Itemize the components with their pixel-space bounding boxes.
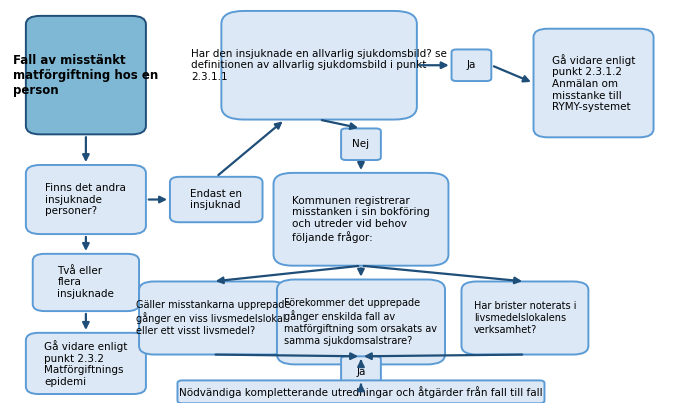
FancyBboxPatch shape xyxy=(26,16,146,134)
Text: Endast en
insjuknad: Endast en insjuknad xyxy=(190,189,242,210)
Text: Nej: Nej xyxy=(352,139,370,149)
FancyBboxPatch shape xyxy=(452,50,491,81)
FancyBboxPatch shape xyxy=(33,254,139,311)
FancyBboxPatch shape xyxy=(274,173,449,266)
Text: Har brister noterats i
livsmedelslokalens
verksamhet?: Har brister noterats i livsmedelslokalen… xyxy=(474,301,576,334)
FancyBboxPatch shape xyxy=(26,333,146,394)
Text: Ja: Ja xyxy=(356,367,365,377)
Text: Förekommer det upprepade
gånger enskilda fall av
matförgiftning som orsakats av
: Förekommer det upprepade gånger enskilda… xyxy=(284,298,438,345)
Text: Fall av misstänkt
matförgiftning hos en
person: Fall av misstänkt matförgiftning hos en … xyxy=(13,54,158,97)
FancyBboxPatch shape xyxy=(26,165,146,234)
Text: Nödvändiga kompletterande utredningar och åtgärder från fall till fall: Nödvändiga kompletterande utredningar oc… xyxy=(179,386,542,398)
Text: Har den insjuknade en allvarlig sjukdomsbild? se
definitionen av allvarlig sjukd: Har den insjuknade en allvarlig sjukdoms… xyxy=(191,49,447,82)
FancyBboxPatch shape xyxy=(461,281,589,355)
FancyBboxPatch shape xyxy=(341,129,381,160)
Text: Gå vidare enligt
punkt 2.3.2
Matförgiftnings
epidemi: Gå vidare enligt punkt 2.3.2 Matförgiftn… xyxy=(44,340,127,387)
FancyBboxPatch shape xyxy=(221,11,417,120)
FancyBboxPatch shape xyxy=(533,29,654,137)
Text: Gå vidare enligt
punkt 2.3.1.2
Anmälan om
misstanke till
RYMY-systemet: Gå vidare enligt punkt 2.3.1.2 Anmälan o… xyxy=(552,54,635,112)
FancyBboxPatch shape xyxy=(341,356,381,388)
Text: Ja: Ja xyxy=(467,60,476,70)
Text: Gäller misstankarna upprepade
gånger en viss livsmedelslokal
eller ett visst liv: Gäller misstankarna upprepade gånger en … xyxy=(136,300,290,336)
FancyBboxPatch shape xyxy=(178,380,545,403)
Text: Finns det andra
insjuknade
personer?: Finns det andra insjuknade personer? xyxy=(46,183,126,216)
FancyBboxPatch shape xyxy=(170,177,262,222)
Text: Kommunen registrerar
misstanken i sin bokföring
och utreder vid behov
följande f: Kommunen registrerar misstanken i sin bo… xyxy=(292,196,430,243)
FancyBboxPatch shape xyxy=(139,281,286,355)
Text: Två eller
flera
insjuknade: Två eller flera insjuknade xyxy=(57,266,114,299)
FancyBboxPatch shape xyxy=(277,280,445,364)
